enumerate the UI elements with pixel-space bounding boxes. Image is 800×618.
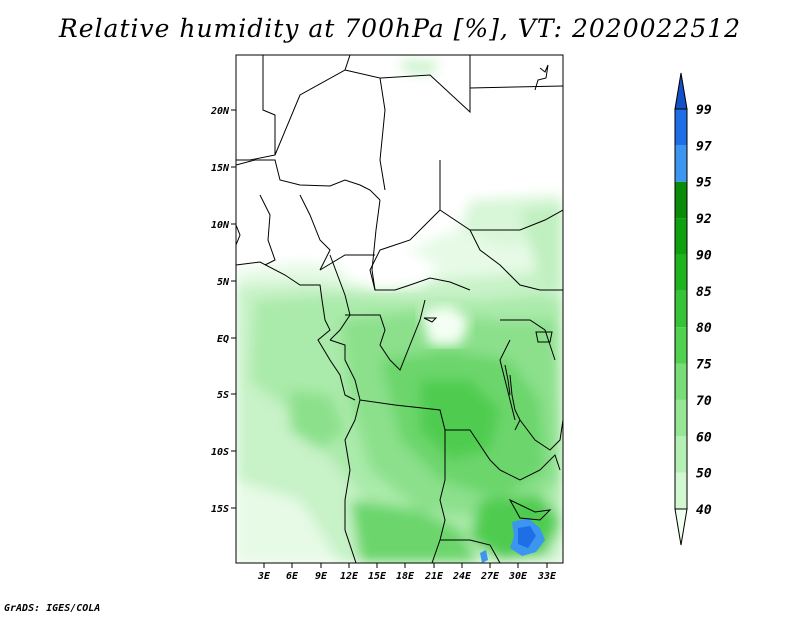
lat-tick-label: 10S: [211, 447, 229, 458]
colorbar-swatch: [675, 254, 687, 291]
lon-tick-label: 30E: [508, 571, 528, 582]
map-frame: [235, 54, 564, 564]
lon-tick-label: 15E: [368, 571, 387, 582]
colorbar-swatch: [675, 290, 687, 328]
lat-tick-label: 5N: [217, 277, 230, 288]
country-borders: [236, 55, 563, 563]
colorbar-label: 92: [696, 212, 712, 227]
coastline: [236, 224, 356, 401]
colorbar-swatch: [675, 218, 687, 255]
lat-tick-label: 20N: [210, 106, 230, 117]
grads-credit: GrADS: IGES/COLA: [4, 603, 101, 614]
lat-tick-label: 5S: [217, 390, 229, 401]
lon-tick-label: 9E: [315, 571, 328, 582]
colorbar-swatch: [675, 145, 687, 182]
lat-tick-label: 15S: [211, 504, 229, 515]
lake-outlines: [423, 64, 553, 521]
lon-tick-label: 18E: [396, 571, 415, 582]
map-title: Relative humidity at 700hPa [%], VT: 202…: [58, 14, 742, 43]
colorbar-label: 40: [696, 503, 712, 518]
humidity-field: [236, 55, 563, 563]
colorbar-label: 75: [696, 358, 712, 373]
colorbar-swatch: [675, 472, 687, 509]
colorbar-swatch: [675, 181, 687, 219]
colorbar-max-triangle: [674, 72, 688, 110]
lon-tick-label: 33E: [537, 571, 557, 582]
lon-tick-label: 6E: [286, 571, 299, 582]
lon-tick-label: 24E: [452, 571, 472, 582]
lon-tick-label: 21E: [424, 571, 444, 582]
lon-tick-label: 12E: [340, 571, 359, 582]
colorbar-swatch: [675, 109, 687, 146]
colorbar-label: 90: [696, 248, 712, 263]
colorbar-label: 85: [696, 285, 712, 300]
colorbar-label: 70: [696, 394, 712, 409]
colorbar-swatch: [675, 436, 687, 473]
colorbar-label: 80: [696, 321, 712, 336]
colorbar: 40 50 60 70 75 80 85 90 92 95 97 99: [674, 72, 712, 546]
lat-tick-label: EQ: [217, 334, 229, 345]
lat-axis: 20N 15N 10N 5N EQ 5S 10S 15S: [210, 106, 236, 515]
lon-tick-label: 27E: [480, 571, 500, 582]
colorbar-label: 95: [696, 176, 712, 191]
colorbar-swatch: [675, 399, 687, 437]
colorbar-label: 99: [696, 103, 712, 118]
lat-tick-label: 15N: [211, 163, 230, 174]
lon-tick-label: 3E: [257, 571, 271, 582]
colorbar-label: 97: [696, 139, 712, 154]
colorbar-min-triangle: [674, 508, 688, 546]
colorbar-label: 50: [696, 467, 712, 482]
colorbar-swatch: [675, 363, 687, 400]
colorbar-label: 60: [696, 430, 712, 445]
lat-tick-label: 10N: [211, 220, 230, 231]
lon-axis: 3E 6E 9E 12E 15E 18E 21E 24E 27E 30E 33E: [257, 563, 557, 582]
colorbar-swatch: [675, 327, 687, 364]
